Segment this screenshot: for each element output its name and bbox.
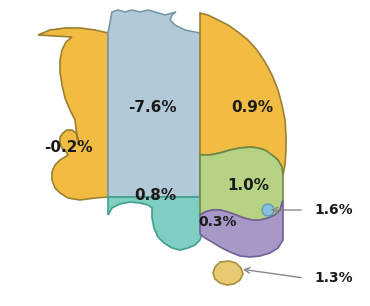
Polygon shape xyxy=(38,28,108,200)
Text: 0.3%: 0.3% xyxy=(199,215,237,229)
Text: 1.0%: 1.0% xyxy=(227,177,269,192)
Polygon shape xyxy=(108,150,230,250)
Polygon shape xyxy=(213,261,243,285)
Circle shape xyxy=(262,204,274,216)
Text: -7.6%: -7.6% xyxy=(128,100,176,115)
Polygon shape xyxy=(108,10,200,197)
Polygon shape xyxy=(200,200,283,257)
Text: 1.3%: 1.3% xyxy=(314,271,353,285)
Polygon shape xyxy=(200,147,283,220)
Text: 0.8%: 0.8% xyxy=(134,188,176,203)
Polygon shape xyxy=(200,13,286,175)
Text: 0.9%: 0.9% xyxy=(231,100,273,115)
Text: -0.2%: -0.2% xyxy=(44,140,92,155)
Text: 1.6%: 1.6% xyxy=(314,203,353,217)
